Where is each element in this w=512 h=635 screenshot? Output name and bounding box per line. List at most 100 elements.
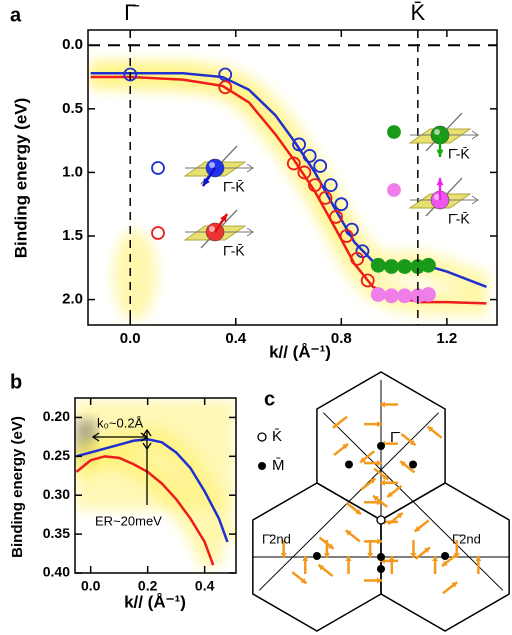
spin-texture-arrowhead xyxy=(432,556,439,561)
spin-texture-arrowhead xyxy=(396,513,403,519)
electron-highlight xyxy=(434,194,440,200)
annotation: k₀~0.2Å xyxy=(97,415,144,430)
legend-marker xyxy=(151,161,165,175)
electron-highlight xyxy=(209,162,215,168)
annotation: Γ̄-K̄ xyxy=(223,179,245,195)
k-arrowhead xyxy=(471,195,479,205)
spin-texture-arrowhead xyxy=(475,556,482,561)
spin-texture-arrowhead xyxy=(318,564,325,571)
data-point xyxy=(297,165,312,180)
spin-texture-arrowhead xyxy=(302,556,309,561)
y-tick-label: 0.20 xyxy=(43,408,70,424)
plot-frame xyxy=(87,29,498,326)
data-point xyxy=(339,229,354,243)
spin-texture-arrowhead xyxy=(345,556,352,561)
gamma-point xyxy=(377,442,385,450)
spin-texture-arrowhead xyxy=(355,508,361,515)
legend-label: M̄ xyxy=(272,457,285,474)
x-axis-label: k// (Å⁻¹) xyxy=(269,342,331,361)
k-arrowhead xyxy=(246,163,254,173)
y-tick-label: 1.0 xyxy=(62,163,83,180)
panel-label: a xyxy=(10,4,22,26)
panel-b-plot xyxy=(75,400,236,570)
x-tick-label: 0.0 xyxy=(81,578,101,594)
electron-highlight xyxy=(209,226,215,232)
spin-texture-arrowhead xyxy=(410,553,417,558)
spin-texture-arrowhead xyxy=(427,426,434,433)
spin-texture-arrowhead xyxy=(300,577,307,584)
legend-marker xyxy=(151,226,165,240)
point-label: Γ̄2nd xyxy=(262,531,291,546)
spin-texture-arrowhead xyxy=(409,439,416,446)
data-point xyxy=(292,137,306,152)
data-point xyxy=(384,259,399,274)
electron-highlight xyxy=(434,129,440,135)
line xyxy=(75,455,215,566)
point-label: K̄ xyxy=(410,0,425,25)
y-tick-label: 0.0 xyxy=(62,36,83,53)
data-point xyxy=(420,257,436,273)
spin-texture-arrowhead xyxy=(280,553,287,558)
spin-texture-arrowhead xyxy=(380,479,385,486)
spin-texture-arrowhead xyxy=(332,422,339,428)
x-tick-label: 0.4 xyxy=(195,578,215,594)
y-tick-label: 1.5 xyxy=(62,227,83,244)
brillouin-zone xyxy=(252,371,510,632)
panel-label: c xyxy=(264,388,275,410)
spin-texture-arrowhead xyxy=(441,560,448,567)
y-tick-label: 0.25 xyxy=(43,447,70,463)
spin-texture-arrowhead xyxy=(453,553,460,558)
m-point xyxy=(441,552,450,560)
spin-texture-arrowhead xyxy=(342,443,349,450)
spin-texture-arrowhead xyxy=(327,543,334,549)
spin-texture-arrowhead xyxy=(345,530,352,536)
panel-a-plot xyxy=(90,60,492,320)
data-point xyxy=(286,156,301,171)
data-point xyxy=(397,259,413,274)
spin-arrowhead xyxy=(436,178,444,186)
m-point xyxy=(312,552,321,560)
spin-texture-arrowhead xyxy=(387,491,394,497)
y-tick-label: 0.30 xyxy=(43,486,70,502)
point-label: Γ̄ xyxy=(390,429,400,446)
panel-label: b xyxy=(10,371,22,393)
data-point xyxy=(318,190,333,205)
spin-texture-arrowhead xyxy=(377,460,382,467)
y-tick-label: 0.40 xyxy=(43,564,70,580)
x-tick-label: 0.2 xyxy=(138,578,158,594)
point-label: Γ̄ xyxy=(124,0,139,25)
data-point xyxy=(360,273,375,288)
spin-texture-arrowhead xyxy=(400,461,407,467)
data-point xyxy=(350,251,365,266)
k-point xyxy=(376,515,386,525)
annotation-arrows xyxy=(91,428,152,505)
spin-arrowhead xyxy=(220,214,227,222)
data-point xyxy=(218,80,233,95)
annotation: Γ̄-K̄ xyxy=(448,146,470,162)
spin-texture-arrowhead xyxy=(367,553,374,558)
m-point xyxy=(409,460,418,469)
spin-texture-arrowhead xyxy=(388,556,395,561)
spin-texture-arrowhead xyxy=(414,526,421,532)
data-point xyxy=(308,178,322,193)
spin-texture-arrowhead xyxy=(380,401,385,408)
y-tick-label: 0.35 xyxy=(43,525,70,541)
spin-icon xyxy=(183,145,254,187)
spin-texture-arrowhead xyxy=(382,474,389,480)
data-point xyxy=(370,287,386,302)
annotation: Γ̄-K̄ xyxy=(448,211,470,227)
spin-texture-arrowhead xyxy=(377,577,382,584)
y-tick-label: 0.5 xyxy=(62,100,83,117)
y-tick-label: 2.0 xyxy=(62,291,83,308)
intensity-glow xyxy=(113,230,157,320)
legend-marker xyxy=(387,125,401,139)
legend-marker xyxy=(387,183,401,197)
data-point xyxy=(123,67,138,82)
spin-texture-arrowhead xyxy=(424,547,430,554)
data-point xyxy=(370,257,386,273)
high-symmetry-line xyxy=(258,412,440,591)
spin-texture-arrowhead xyxy=(369,478,376,484)
plot-frame xyxy=(74,397,237,574)
data-point xyxy=(384,288,399,304)
